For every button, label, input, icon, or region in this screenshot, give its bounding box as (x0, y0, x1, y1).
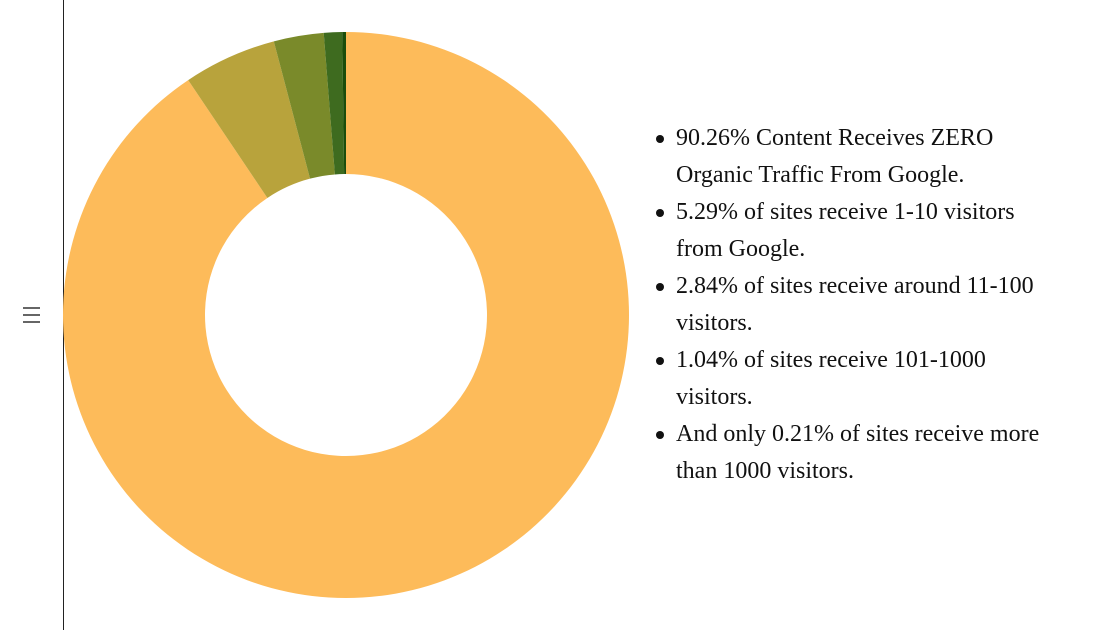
list-item: 2.84% of sites receive around 11-100 vis… (656, 268, 1061, 342)
list-item: And only 0.21% of sites receive more tha… (656, 416, 1061, 490)
list-item: 90.26% Content Receives ZERO Organic Tra… (656, 120, 1061, 194)
slice (323, 32, 345, 175)
menu-icon[interactable] (23, 307, 40, 323)
summary-list: 90.26% Content Receives ZERO Organic Tra… (656, 120, 1061, 490)
list-item: 5.29% of sites receive 1-10 visitors fro… (656, 194, 1061, 268)
slice (342, 32, 346, 175)
slice (188, 41, 311, 198)
list-item: 1.04% of sites receive 101-1000 visitors… (656, 342, 1061, 416)
slice (273, 32, 335, 179)
slice (62, 32, 629, 598)
donut (62, 32, 629, 598)
chart (23, 0, 629, 630)
